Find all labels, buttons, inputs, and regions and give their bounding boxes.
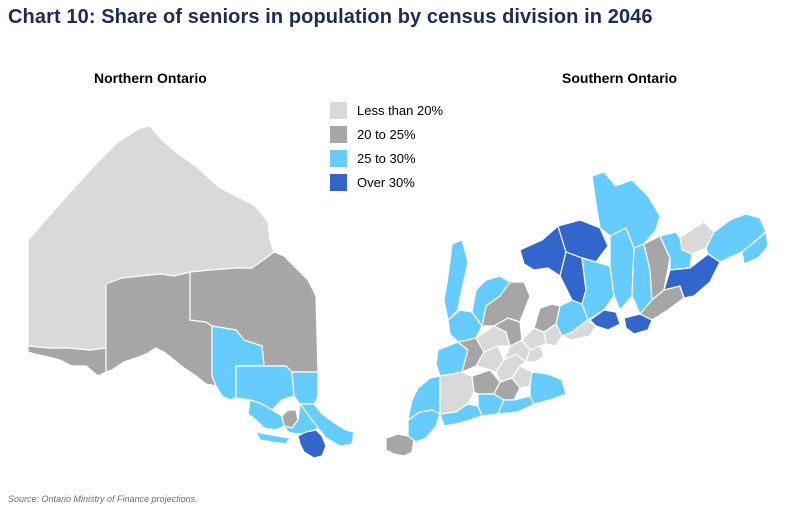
division-grey (447, 309, 483, 343)
legend-swatch (330, 101, 347, 119)
northern-ontario-map (27, 125, 355, 459)
northern-ontario-label: Northern Ontario (94, 70, 207, 86)
division-niagara (529, 371, 567, 405)
division-glengarry (741, 231, 769, 265)
division-kawartha-lakes (533, 303, 561, 333)
division-rainy-river (27, 345, 107, 377)
chart-title: Chart 10: Share of seniors in population… (8, 6, 653, 28)
legend-swatch (330, 149, 347, 167)
division-stormont (663, 253, 721, 299)
legend-label: 25 to 30% (357, 150, 416, 166)
legend-item-20-to-25: 20 to 25% (330, 122, 443, 146)
division-manitoulin-island (255, 431, 291, 445)
division-thunder-bay (105, 271, 217, 387)
source-note: Source: Ontario Ministry of Finance proj… (8, 494, 198, 504)
southern-ontario-label: Southern Ontario (562, 70, 678, 86)
southern-ontario-map (385, 171, 769, 457)
legend-label: 20 to 25% (357, 126, 416, 142)
division-timiskaming (291, 371, 319, 405)
division-essex (385, 433, 415, 457)
division-haliburton (519, 225, 567, 277)
division-manitoulin (247, 399, 285, 431)
division-sudbury-district (235, 365, 295, 411)
division-bruce (443, 239, 469, 321)
division-nipissing (299, 403, 355, 447)
division-prince-edward (589, 309, 621, 331)
legend-swatch (330, 173, 347, 191)
division-renfrew (591, 171, 661, 249)
legend-item-over-30: Over 30% (330, 170, 443, 194)
legend-label: Over 30% (357, 174, 415, 190)
legend-item-less-than-20: Less than 20% (330, 98, 443, 122)
legend-label: Less than 20% (357, 102, 444, 118)
legend-swatch (330, 125, 347, 143)
division-parry-sound (283, 403, 319, 435)
legend-item-25-to-30: 25 to 30% (330, 146, 443, 170)
division-muskoka (297, 429, 327, 459)
division-ottawa-west (659, 231, 693, 271)
legend: Less than 20% 20 to 25% 25 to 30% Over 3… (330, 98, 443, 194)
division-grey-north (471, 275, 511, 327)
